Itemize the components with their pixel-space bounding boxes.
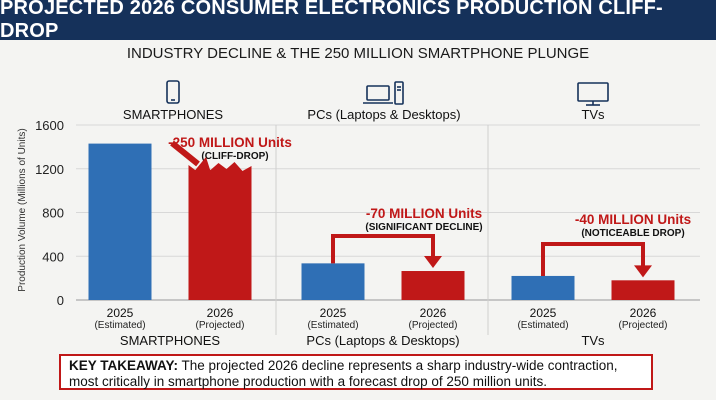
y-tick-label: 1200	[35, 162, 64, 177]
x-tick-label-note: (Projected)	[619, 320, 668, 331]
x-tick-label-note: (Estimated)	[94, 320, 145, 331]
laptop-desktop-icon	[363, 81, 404, 105]
bar-smartphone-2026	[188, 161, 252, 300]
x-group-label: TVs	[581, 333, 605, 348]
annotation-bracket	[331, 234, 435, 264]
x-tick-label-year: 2025	[530, 306, 557, 320]
bar-laptop-desktop-2025	[301, 263, 365, 300]
annotation-arrow-head	[192, 157, 212, 176]
x-tick-label-year: 2025	[320, 306, 347, 320]
annotation-arrow-shaft	[170, 140, 200, 167]
x-group-label: PCs (Laptops & Desktops)	[306, 333, 459, 348]
group-header: TVs	[581, 107, 605, 122]
x-tick-label-note: (Projected)	[409, 320, 458, 331]
y-tick-label: 0	[57, 293, 64, 308]
x-tick-label-year: 2025	[107, 306, 134, 320]
annotation-primary: -250 MILLION Units	[168, 135, 292, 150]
x-tick-label-note: (Projected)	[196, 320, 245, 331]
tv-icon	[577, 82, 609, 106]
annotation-secondary: (NOTICEABLE DROP)	[581, 228, 684, 239]
smartphone-icon	[166, 80, 180, 104]
key-takeaway-label: KEY TAKEAWAY:	[69, 358, 179, 373]
x-tick-label-year: 2026	[630, 306, 657, 320]
annotation-arrow-head	[424, 256, 442, 269]
bar-laptop-desktop-2026	[401, 271, 465, 300]
annotation-secondary: (SIGNIFICANT DECLINE)	[365, 222, 482, 233]
annotation-arrow-head	[634, 265, 652, 278]
x-tick-label-note: (Estimated)	[307, 320, 358, 331]
x-tick-label-year: 2026	[420, 306, 447, 320]
group-header: SMARTPHONES	[123, 107, 223, 122]
y-axis-label: Production Volume (Millions of Units)	[17, 128, 28, 291]
bar-tv-2026	[611, 280, 675, 300]
x-group-label: SMARTPHONES	[120, 333, 220, 348]
bar-tv-2025	[511, 275, 575, 300]
annotation-primary: -70 MILLION Units	[366, 206, 482, 221]
annotation-bracket	[541, 242, 645, 276]
chart-subtitle: INDUSTRY DECLINE & THE 250 MILLION SMART…	[126, 45, 590, 62]
bar-smartphone-2025	[88, 143, 152, 300]
chart-title: PROJECTED 2026 CONSUMER ELECTRONICS PROD…	[0, 0, 716, 42]
group-header: PCs (Laptops & Desktops)	[307, 107, 460, 122]
y-tick-label: 1600	[35, 118, 64, 133]
y-tick-label: 800	[42, 206, 64, 221]
key-takeaway-box: KEY TAKEAWAY: The projected 2026 decline…	[59, 354, 653, 390]
x-tick-label-year: 2026	[207, 306, 234, 320]
key-takeaway-text: The projected 2026 decline represents a …	[69, 358, 618, 389]
y-tick-label: 400	[42, 249, 64, 264]
x-tick-label-note: (Estimated)	[517, 320, 568, 331]
annotation-secondary: (CLIFF-DROP)	[201, 151, 268, 162]
bar-chart: 0 400 800 1200 1600 Production Volume (Millio…	[17, 80, 700, 348]
annotation-primary: -40 MILLION Units	[575, 212, 691, 227]
